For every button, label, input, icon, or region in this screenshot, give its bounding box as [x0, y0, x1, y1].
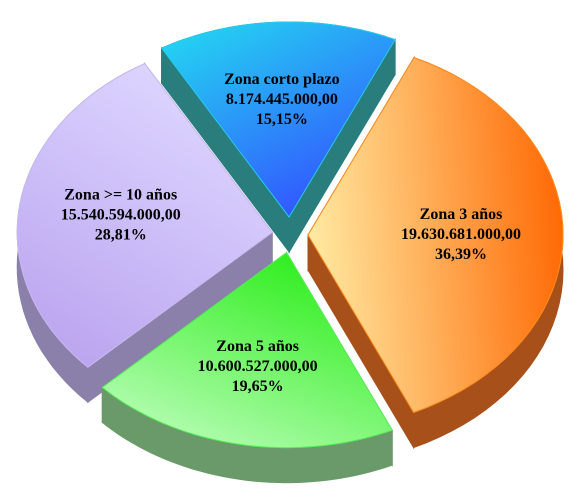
slice-amount: 10.600.527.000,00 — [198, 358, 318, 375]
slice — [101, 251, 393, 449]
slice-name: Zona 3 años — [420, 206, 503, 223]
slice-name: Zona >= 10 años — [64, 187, 177, 204]
slice-percent: 28,81% — [95, 227, 147, 244]
slice-percent: 36,39% — [435, 246, 487, 263]
slice — [16, 62, 273, 368]
slice-amount: 8.174.445.000,00 — [226, 91, 338, 108]
slice-name: Zona 5 años — [216, 338, 299, 355]
slice — [307, 56, 564, 414]
slice-amount: 19.630.681.000,00 — [401, 226, 521, 243]
slice-name: Zona corto plazo — [224, 71, 340, 88]
slice-percent: 15,15% — [256, 111, 308, 128]
slice-percent: 19,65% — [232, 378, 284, 395]
slice-amount: 15.540.594.000,00 — [61, 207, 181, 224]
slice — [160, 21, 396, 218]
